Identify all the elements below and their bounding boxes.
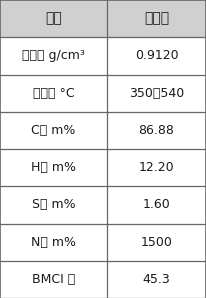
Bar [0, 186, 206, 224]
Bar [0, 112, 206, 149]
Text: 1.60: 1.60 [143, 198, 170, 211]
Text: C， m%: C， m% [31, 124, 76, 137]
Text: N， m%: N， m% [31, 236, 76, 249]
Text: 项目: 项目 [45, 12, 62, 26]
Text: 86.88: 86.88 [139, 124, 174, 137]
Bar [0, 224, 206, 261]
Bar [0, 74, 206, 112]
Text: BMCI 値: BMCI 値 [32, 273, 75, 286]
Bar [0, 149, 206, 186]
Text: 0.9120: 0.9120 [135, 49, 178, 62]
Text: 密度， g/cm³: 密度， g/cm³ [22, 49, 85, 62]
Bar [0, 37, 206, 74]
Text: H， m%: H， m% [31, 161, 76, 174]
Text: 12.20: 12.20 [139, 161, 174, 174]
Bar [0, 0, 206, 37]
Text: 馏程， °C: 馏程， °C [33, 87, 74, 100]
Text: 原料油: 原料油 [144, 12, 169, 26]
Text: 45.3: 45.3 [143, 273, 170, 286]
Text: 1500: 1500 [141, 236, 172, 249]
Text: S， m%: S， m% [32, 198, 75, 211]
Text: 350～540: 350～540 [129, 87, 184, 100]
Bar [0, 261, 206, 298]
